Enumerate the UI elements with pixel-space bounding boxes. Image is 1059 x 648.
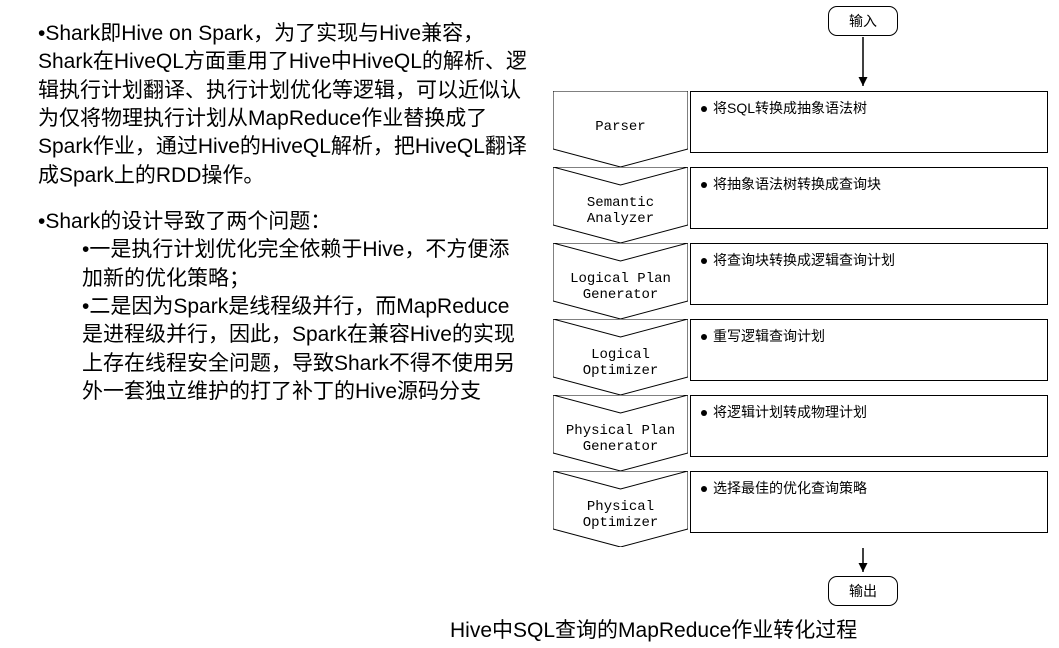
stage-desc-text: 选择最佳的优化查询策略 <box>713 480 867 496</box>
stage-label: Parser <box>553 119 688 135</box>
paragraph-2-header: •Shark的设计导致了两个问题： <box>38 208 528 236</box>
stage-chevron: Logical Plan Generator <box>553 243 688 319</box>
stage-chevron: Semantic Analyzer <box>553 167 688 243</box>
stage-chevron: Physical Plan Generator <box>553 395 688 471</box>
stage-row: Parser 将SQL转换成抽象语法树 <box>553 91 1048 167</box>
sub-bullet-2: •二是因为Spark是线程级并行，而MapReduce是进程级并行，因此，Spa… <box>82 293 528 406</box>
stage-label: Logical Plan Generator <box>553 271 688 303</box>
stage-desc: 选择最佳的优化查询策略 <box>690 471 1048 533</box>
stage-row: Physical Plan Generator 将逻辑计划转成物理计划 <box>553 395 1048 471</box>
output-box: 输出 <box>828 576 898 606</box>
stage-chevron: Parser <box>553 91 688 167</box>
diagram-caption: Hive中SQL查询的MapReduce作业转化过程 <box>450 614 857 644</box>
paragraph-1: •Shark即Hive on Spark，为了实现与Hive兼容，Shark在H… <box>38 20 528 190</box>
bullet-icon <box>701 106 707 112</box>
arrow-output <box>548 546 1048 581</box>
sub-bullet-1: •一是执行计划优化完全依赖于Hive，不方便添加新的优化策略； <box>82 236 528 293</box>
stage-container: Parser 将SQL转换成抽象语法树 Semantic Analyzer 将抽象语法… <box>553 91 1048 547</box>
bullet-icon <box>701 182 707 188</box>
stage-desc: 将抽象语法树转换成查询块 <box>690 167 1048 229</box>
stage-chevron: Logical Optimizer <box>553 319 688 395</box>
text-column: •Shark即Hive on Spark，为了实现与Hive兼容，Shark在H… <box>38 20 528 406</box>
bullet-icon <box>701 334 707 340</box>
stage-desc: 将SQL转换成抽象语法树 <box>690 91 1048 153</box>
stage-label: Physical Plan Generator <box>553 423 688 455</box>
stage-desc: 将查询块转换成逻辑查询计划 <box>690 243 1048 305</box>
bullet-icon <box>701 486 707 492</box>
stage-desc-text: 将SQL转换成抽象语法树 <box>713 100 867 116</box>
stage-chevron: Physical Optimizer <box>553 471 688 547</box>
stage-desc-text: 重写逻辑查询计划 <box>713 328 825 344</box>
bullet-icon <box>701 258 707 264</box>
bullet-icon <box>701 410 707 416</box>
stage-label: Semantic Analyzer <box>553 195 688 227</box>
stage-label: Logical Optimizer <box>553 347 688 379</box>
stage-row: Semantic Analyzer 将抽象语法树转换成查询块 <box>553 167 1048 243</box>
stage-row: Physical Optimizer 选择最佳的优化查询策略 <box>553 471 1048 547</box>
stage-desc: 重写逻辑查询计划 <box>690 319 1048 381</box>
stage-desc: 将逻辑计划转成物理计划 <box>690 395 1048 457</box>
stage-desc-text: 将查询块转换成逻辑查询计划 <box>713 252 895 268</box>
paragraph-2: •Shark的设计导致了两个问题： •一是执行计划优化完全依赖于Hive，不方便… <box>38 208 528 406</box>
stage-row: Logical Plan Generator 将查询块转换成逻辑查询计划 <box>553 243 1048 319</box>
arrow-input <box>548 6 1048 96</box>
stage-row: Logical Optimizer 重写逻辑查询计划 <box>553 319 1048 395</box>
stage-desc-text: 将逻辑计划转成物理计划 <box>713 404 867 420</box>
stage-desc-text: 将抽象语法树转换成查询块 <box>713 176 881 192</box>
stage-label: Physical Optimizer <box>553 499 688 531</box>
